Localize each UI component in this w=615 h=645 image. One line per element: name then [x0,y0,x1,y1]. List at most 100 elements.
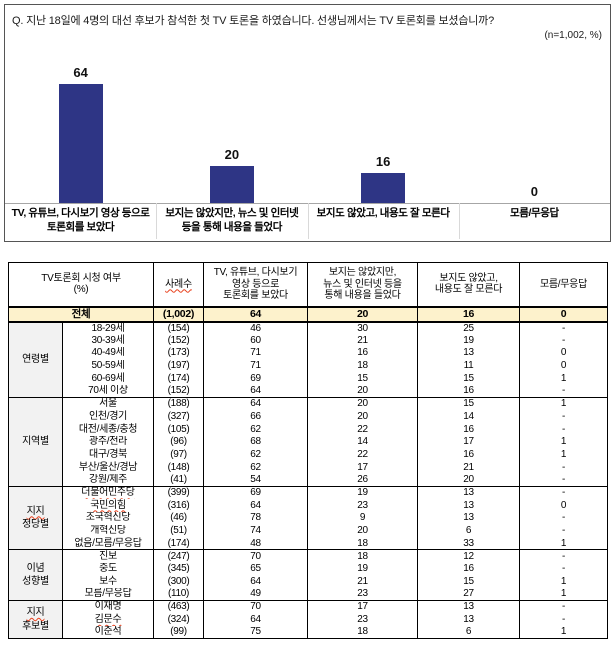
value-cell: 1 [519,537,608,550]
cases-count: (96) [153,435,204,449]
value-cell: 23 [307,587,418,601]
subcategory-label: 부산/울산/경남 [62,461,154,474]
value-cell: - [519,334,608,347]
subcategory-label: 더불어민주당 [62,486,154,500]
table-row: 없음/모름/무응답 (174) 48 18 33 1 [9,537,608,550]
value-cell: 19 [307,486,418,500]
value-cell: 1 [519,575,608,588]
table-group: 지지 정당별 더불어민주당 (399) 69 19 13- 국민의힘 (316) 64 23 13 0 조… [8,486,608,550]
table-header: TV토론회 시청 여부 (%) 사례수 TV, 유튜브, 다시보기 영상 등으로… [8,262,608,308]
cases-count: (327) [153,410,204,423]
table-row: 국민의힘 (316) 64 23 13 0 [9,499,608,512]
cases-count: (345) [153,562,204,576]
cases-count: (110) [153,587,204,601]
value-cell: 22 [307,423,418,436]
table-row: 중도 (345) 65 19 16- [9,562,608,576]
subcategory-label: 중도 [62,562,154,576]
total-section: 전체 (1,002) 64 20 16 0 [8,306,608,323]
chart-category: 64 TV, 유튜브, 다시보기 영상 등으로 토론회를 보았다 [5,41,156,241]
value-cell: 62 [203,423,308,436]
value-cell: 1 [519,626,608,639]
value-cell: 13 [417,511,520,525]
value-cell: 6 [417,524,520,538]
cases-count: (154) [153,321,204,335]
table-row: 지역별 서울 (188) 64 20 15 1 [8,397,608,487]
total-label: 전체 [8,306,154,323]
chart-category: 20 보지는 않았지만, 뉴스 및 인터넷 등을 통해 내용을 들었다 [156,41,307,241]
bar-chart: 64 TV, 유튜브, 다시보기 영상 등으로 토론회를 보았다 20 보지는 않았지… [5,41,610,241]
bar [361,173,406,203]
subcategory-label: 광주/전라 [62,435,154,449]
table-row: 지지 후보별 이재명 (463) 70 17 13- [8,600,608,639]
cases-count: (51) [153,524,204,538]
value-cell: - [519,384,608,398]
category-separator [458,203,460,239]
value-cell: - [519,473,608,487]
cases-label: 사례수 [165,278,192,290]
value-cell: 1 [519,587,608,601]
value-cell: 0 [519,359,608,373]
subcategory-label: 70세 이상 [62,384,154,398]
cases-count: (152) [153,334,204,347]
value-cell: 54 [203,473,308,487]
value-cell: 6 [417,626,520,639]
value-cell: - [519,613,608,626]
table-row: 인천/경기 (327) 66 20 14- [9,410,608,423]
cases-count: (463) [153,600,204,614]
category-separator [307,203,309,239]
value-cell: 13 [417,486,520,500]
value-cell: 15 [417,397,520,411]
value-cell: 20 [307,384,418,398]
value-cell: - [519,410,608,423]
group-label-line: 정당별 [22,519,49,531]
table-row: 대구/경북 (97) 62 22 16 1 [9,448,608,462]
bar [209,166,254,203]
value-cell: 13 [417,499,520,512]
cases-count: (247) [153,549,204,563]
value-cell: 66 [203,410,308,423]
table-row: 모름/무응답 (110) 49 23 27 1 [9,587,608,601]
bar-category-label: 보지는 않았지만, 뉴스 및 인터넷 등을 통해 내용을 들었다 [165,207,299,233]
cases-count: (174) [153,372,204,385]
table-row: 대전/세종/충청 (105) 62 22 16- [9,423,608,436]
table-group: 이념 성향별 진보 (247) 70 18 12- 중도 (345) 65 19 16- 보수 (300)… [8,549,608,601]
table-group: 연령별 18-29세 (154) 46 30 25-30-39세 (152) 60 21 19-4… [8,321,608,398]
subcategory-label: 대구/경북 [62,448,154,462]
value-cell: 1 [519,372,608,385]
value-cell: 68 [203,435,308,449]
bar [58,84,103,203]
table-row: 50-59세 (197) 71 18 11 0 [9,359,608,373]
table-row: 지지 정당별 더불어민주당 (399) 69 19 13- [8,486,608,550]
value-cell: 12 [417,549,520,563]
table-row: 조국혁신당 (46) 78 9 13- [9,511,608,525]
group-label: 지역별 [8,397,63,487]
value-cell: 48 [203,537,308,550]
header-row: TV토론회 시청 여부 (%) 사례수 TV, 유튜브, 다시보기 영상 등으로… [8,262,608,308]
cases-count: (105) [153,423,204,436]
table-row: 광주/전라 (96) 68 14 17 1 [9,435,608,449]
subcategory-label: 모름/무응답 [62,587,154,601]
value-cell: 20 [307,397,418,411]
chart-category: 0 모름/무응답 [458,41,610,241]
subcategory-label: 조국혁신당 [62,511,154,525]
total-value-3: 16 [417,306,520,323]
value-cell: 69 [203,372,308,385]
cases-count: (152) [153,384,204,398]
value-cell: 11 [417,359,520,373]
value-cell: 25 [417,321,520,335]
value-cell: 16 [417,562,520,576]
table-row: 40-49세 (173) 71 16 13 0 [9,346,608,360]
value-cell: 74 [203,524,308,538]
value-cell: 62 [203,448,308,462]
value-cell: 16 [417,448,520,462]
bar-category-label: 모름/무응답 [509,207,559,219]
value-cell: 18 [307,537,418,550]
cases-count: (324) [153,613,204,626]
group-label-line: 성향별 [22,576,49,588]
value-cell: 23 [307,499,418,512]
value-cell: 0 [519,346,608,360]
table-row: 개혁신당 (51) 74 20 6- [9,524,608,538]
subcategory-label: 대전/세종/충청 [62,423,154,436]
value-cell: - [519,549,608,563]
table-row: 이준석 (99) 75 18 6 1 [9,626,608,639]
